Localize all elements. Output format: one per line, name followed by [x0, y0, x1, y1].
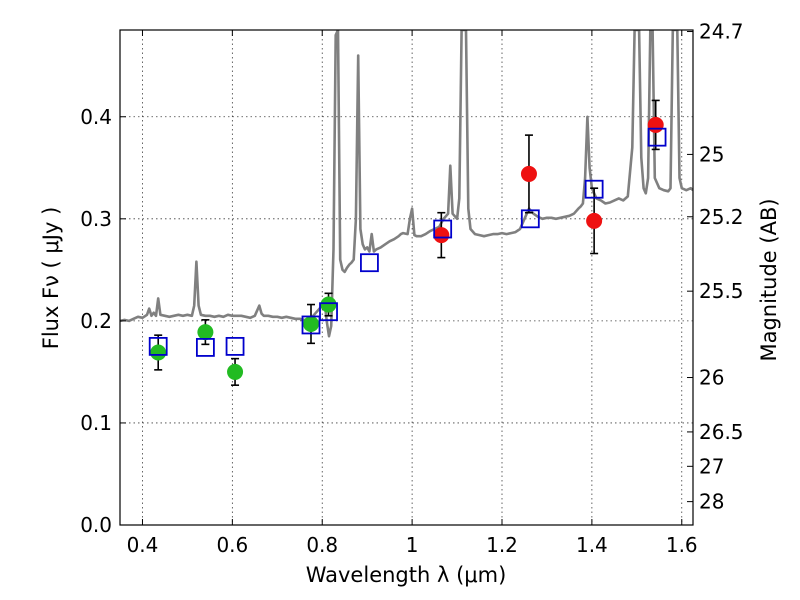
model-square — [520, 209, 540, 229]
y2-tick-label: 25.5 — [699, 279, 744, 303]
y-tick-label: 0.4 — [80, 105, 112, 129]
y2-axis-ticks: 24.7 25 25.2 25.5 26 26.5 27 28 — [687, 20, 744, 514]
observed-points — [150, 116, 664, 380]
x-tick-label: 0.6 — [216, 533, 248, 557]
y2-tick-label: 25 — [699, 142, 724, 166]
x-tick-label: 0.4 — [127, 533, 159, 557]
model-square — [584, 179, 604, 199]
y-axis-label: Flux Fν ( μJy ) — [39, 207, 63, 350]
y2-axis-label: Magnitude (AB) — [757, 198, 781, 361]
grid-lines — [120, 30, 693, 525]
y2-tick-label: 28 — [699, 490, 724, 514]
optical-point — [320, 296, 337, 313]
x-axis-ticks: 0.4 0.6 0.8 1 1.2 1.4 1.6 — [127, 30, 698, 557]
optical-point — [197, 324, 214, 341]
y-tick-label: 0.3 — [80, 207, 112, 231]
optical-point — [227, 363, 244, 380]
y2-tick-label: 25.2 — [699, 205, 744, 229]
x-tick-label: 1 — [406, 533, 419, 557]
plot-frame — [119, 29, 694, 526]
y-tick-label: 0.1 — [80, 411, 112, 435]
model-square — [433, 219, 453, 239]
model-square — [148, 336, 168, 356]
nir-point — [586, 212, 603, 229]
nir-point — [433, 227, 450, 244]
optical-point — [150, 344, 167, 361]
spectrum-line — [120, 30, 693, 338]
model-square — [360, 253, 379, 273]
model-square — [225, 336, 245, 356]
model-square — [319, 302, 338, 322]
model-square — [647, 127, 667, 147]
y2-tick-label: 27 — [699, 454, 724, 478]
x-axis-label: Wavelength λ (μm) — [306, 563, 507, 587]
optical-point — [303, 315, 319, 332]
y-tick-label: 0.2 — [80, 309, 112, 333]
y2-tick-label: 24.7 — [699, 20, 744, 44]
nir-point — [520, 165, 537, 182]
error-bars — [154, 99, 660, 386]
y2-tick-label: 26 — [699, 366, 724, 390]
model-square — [195, 338, 215, 357]
model-photometry-markers — [148, 127, 667, 357]
y-tick-label: 0.0 — [80, 513, 112, 537]
y-axis-ticks: 0.0 0.1 0.2 0.3 0.4 — [80, 105, 126, 537]
x-tick-label: 1.6 — [666, 533, 698, 557]
x-tick-label: 0.8 — [306, 533, 338, 557]
x-tick-label: 1.4 — [576, 533, 608, 557]
y2-tick-label: 26.5 — [699, 420, 744, 444]
x-tick-label: 1.2 — [486, 533, 518, 557]
model-square — [301, 315, 321, 335]
nir-point — [647, 116, 664, 133]
